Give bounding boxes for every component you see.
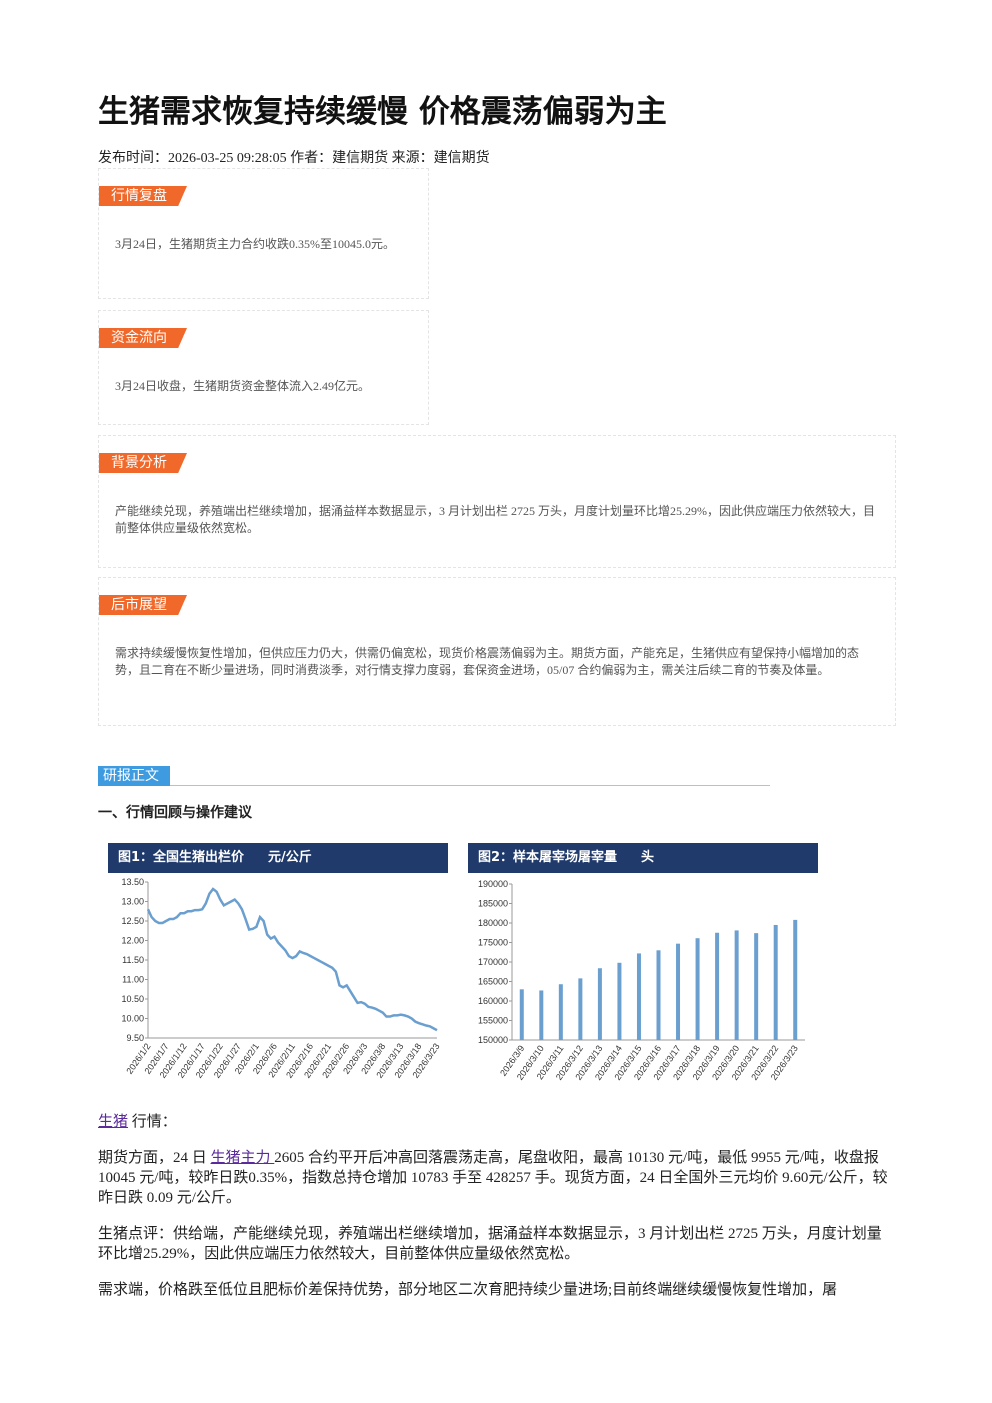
bar bbox=[695, 938, 700, 1040]
y-tick-label: 180000 bbox=[478, 918, 508, 928]
paragraph: 生猪点评：供给端，产能继续兑现，养殖端出栏继续增加，据涌益样本数据显示，3 月计… bbox=[98, 1226, 882, 1262]
y-tick-label: 13.00 bbox=[121, 897, 144, 907]
section-text: 需求持续缓慢恢复性增加，但供应压力仍大，供需仍偏宽松，现货价格震荡偏弱为主。期货… bbox=[115, 646, 860, 677]
bar bbox=[636, 953, 641, 1040]
bar bbox=[715, 932, 720, 1040]
chart: 150000 155000 160000 165000 170000 175000 1800… bbox=[478, 879, 805, 1082]
heading: 一、行情回顾与操作建议 bbox=[98, 805, 252, 821]
bar bbox=[578, 978, 583, 1040]
title: 生猪需求恢复持续缓慢 价格震荡偏弱为主 bbox=[98, 94, 667, 130]
chart: 9.50 10.00 10.50 11.00 11.50 12.00 12.50 13.00 1… bbox=[121, 877, 441, 1080]
section-label: 后市展望 bbox=[99, 595, 187, 615]
chart-title: 图2：样本屠宰场屠宰量 头 bbox=[468, 843, 818, 873]
section-box: 资金流向 3月24日收盘，生猪期货资金整体流入2.49亿元。 bbox=[98, 310, 429, 425]
y-tick-label: 11.50 bbox=[122, 955, 144, 965]
y-tick-label: 160000 bbox=[478, 996, 508, 1006]
y-tick-label: 10.50 bbox=[121, 994, 144, 1004]
paragraph: 生猪 行情： bbox=[98, 1112, 888, 1132]
bar bbox=[539, 990, 544, 1040]
section-text: 产能继续兑现，养殖端出栏继续增加，据涌益样本数据显示，3 月计划出栏 2725 … bbox=[115, 504, 876, 535]
section-label: 背景分析 bbox=[99, 453, 187, 473]
chart-title-text: 图1：全国生猪出栏价 bbox=[118, 850, 245, 865]
link[interactable]: 生猪主力 bbox=[210, 1150, 275, 1166]
chart-unit: 元/公斤 bbox=[268, 850, 312, 865]
link[interactable]: 生猪 bbox=[98, 1114, 129, 1130]
section-box: 后市展望 需求持续缓慢恢复性增加，但供应压力仍大，供需仍偏宽松，现货价格震荡偏弱… bbox=[98, 577, 896, 726]
text: 行情： bbox=[131, 1114, 177, 1130]
paragraph: 需求端，价格跌至低位且肥标价差保持优势，部分地区二次育肥持续少量进场;目前终端继… bbox=[98, 1282, 838, 1298]
y-tick-label: 12.00 bbox=[121, 936, 144, 946]
y-tick-label: 9.50 bbox=[126, 1033, 144, 1043]
bar bbox=[519, 989, 524, 1040]
section-label: 资金流向 bbox=[99, 328, 187, 348]
chart-unit: 头 bbox=[641, 850, 655, 865]
bar bbox=[754, 933, 759, 1040]
section-box: 行情复盘 3月24日，生猪期货主力合约收跌0.35%至10045.0元。 bbox=[98, 168, 429, 299]
bar bbox=[597, 968, 602, 1040]
bar bbox=[676, 943, 681, 1040]
section-box: 背景分析 产能继续兑现，养殖端出栏继续增加，据涌益样本数据显示，3 月计划出栏 … bbox=[98, 435, 896, 568]
y-tick-label: 190000 bbox=[478, 879, 508, 889]
bar bbox=[558, 984, 563, 1040]
bar bbox=[773, 924, 778, 1040]
report-tag: 研报正文 bbox=[98, 766, 170, 786]
text: 2605 合约平开后冲高回落震荡走高，尾盘收阳，最高 10130 元/吨，最低 … bbox=[98, 1150, 888, 1206]
section-text: 3月24日，生猪期货主力合约收跌0.35%至10045.0元。 bbox=[115, 237, 395, 251]
y-tick-label: 10.00 bbox=[121, 1014, 144, 1024]
bar bbox=[793, 919, 798, 1040]
paragraph: 期货方面，24 日 生猪主力 2605 合约平开后冲高回落震荡走高，尾盘收阳，最… bbox=[98, 1148, 888, 1208]
line bbox=[146, 887, 438, 1032]
y-tick-label: 13.50 bbox=[121, 877, 144, 887]
y-tick-label: 185000 bbox=[478, 899, 508, 909]
bar bbox=[734, 930, 739, 1040]
y-tick-label: 170000 bbox=[478, 957, 508, 967]
section-label: 行情复盘 bbox=[99, 186, 187, 206]
section-text: 3月24日收盘，生猪期货资金整体流入2.49亿元。 bbox=[115, 379, 371, 393]
y-tick-label: 175000 bbox=[478, 938, 508, 948]
meta: 发布时间：2026-03-25 09:28:05 作者：建信期货 来源：建信期货 bbox=[98, 151, 490, 166]
text: 期货方面，24 日 bbox=[98, 1150, 211, 1166]
y-tick-label: 150000 bbox=[478, 1035, 508, 1045]
y-tick-label: 155000 bbox=[478, 1016, 508, 1026]
y-tick-label: 165000 bbox=[478, 977, 508, 987]
bar bbox=[617, 962, 622, 1040]
chart-title-text: 图2：样本屠宰场屠宰量 bbox=[478, 850, 618, 865]
bar bbox=[656, 950, 661, 1040]
y-tick-label: 11.00 bbox=[122, 975, 144, 985]
y-tick-label: 12.50 bbox=[121, 916, 144, 926]
divider bbox=[170, 785, 770, 786]
chart-title: 图1：全国生猪出栏价 元/公斤 bbox=[108, 843, 448, 873]
